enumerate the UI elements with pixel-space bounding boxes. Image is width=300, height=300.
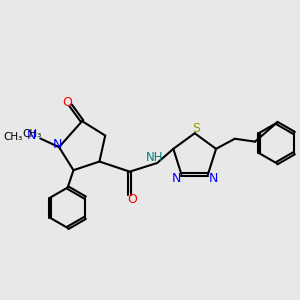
Text: N: N <box>53 138 62 151</box>
Text: O: O <box>128 193 138 206</box>
Text: N: N <box>27 129 36 142</box>
Text: O: O <box>62 96 72 109</box>
Text: CH₃: CH₃ <box>22 129 41 139</box>
Text: S: S <box>192 122 200 135</box>
Text: CH₃: CH₃ <box>3 132 22 142</box>
Text: N: N <box>208 172 218 185</box>
Text: NH: NH <box>146 151 163 164</box>
Text: N: N <box>172 172 181 185</box>
